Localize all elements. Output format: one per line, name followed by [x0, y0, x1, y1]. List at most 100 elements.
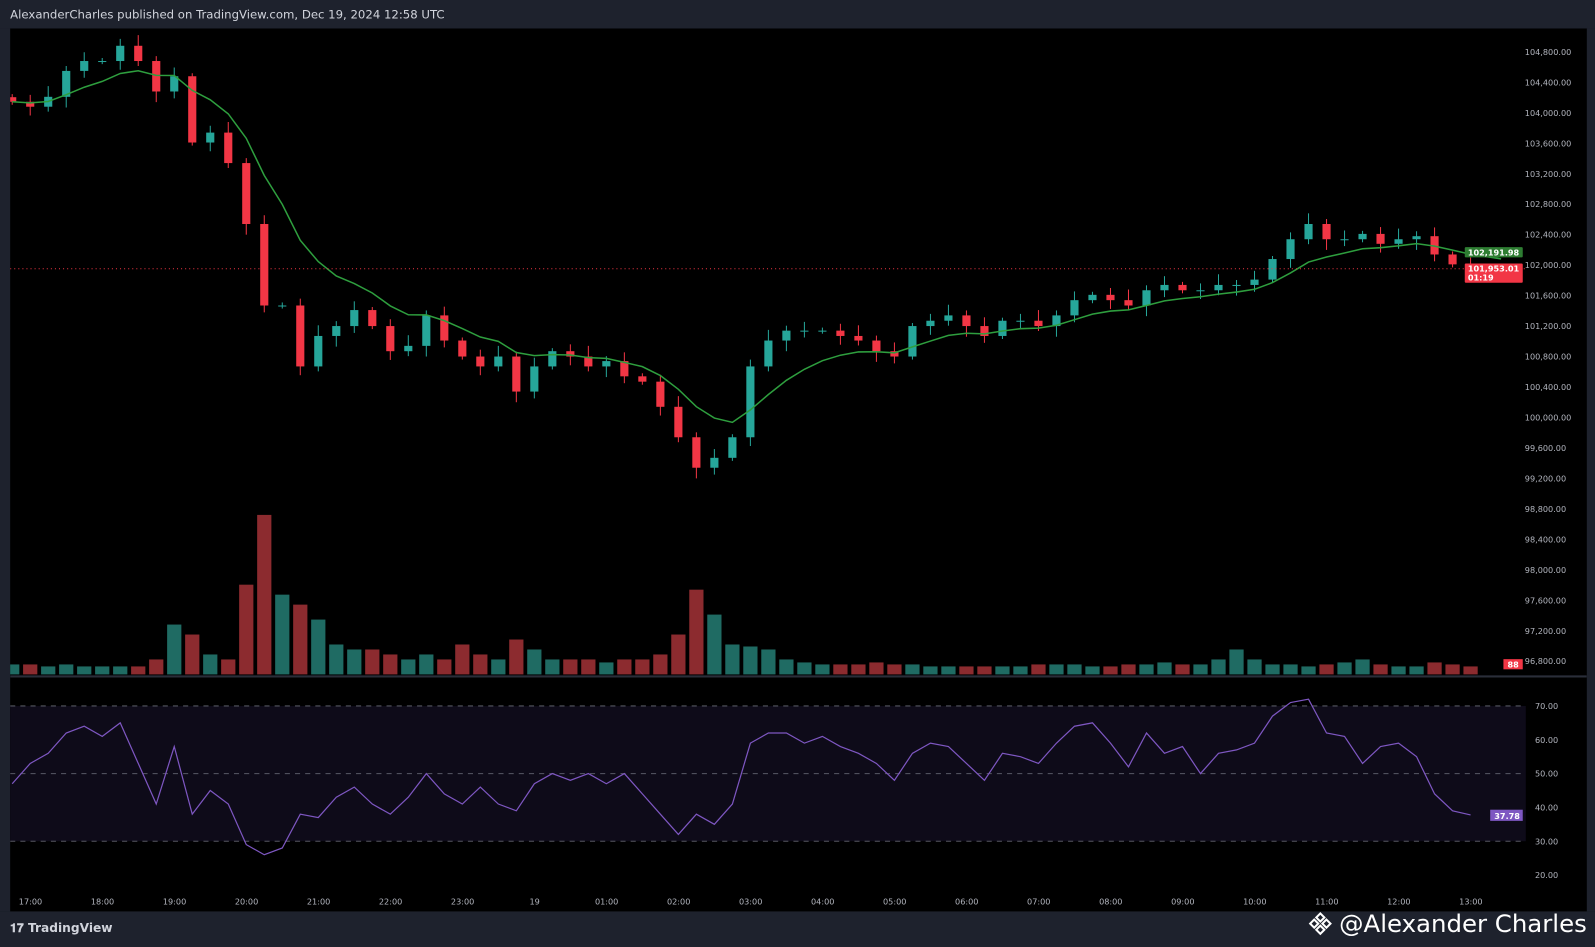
chart-canvas[interactable]: 104,800.00 104,400.00 104,000.00 103,600.00…	[10, 28, 1587, 911]
candle-body	[1052, 315, 1061, 327]
time-axis-label: 02:00	[667, 896, 690, 906]
candle-body	[872, 340, 881, 352]
time-axis-label: 07:00	[1027, 896, 1050, 906]
volume-bar	[41, 666, 56, 675]
volume-bar	[635, 659, 650, 675]
time-axis-label: 19:00	[163, 896, 186, 906]
time-axis-label: 05:00	[883, 896, 906, 906]
candle-body	[1088, 294, 1097, 301]
candle-body	[1394, 239, 1403, 244]
volume-bar	[545, 659, 560, 675]
volume-bar	[743, 646, 758, 675]
binance-diamond-icon	[1309, 912, 1333, 936]
volume-bar	[1445, 664, 1460, 675]
rsi-axis-label: 60.00	[1535, 735, 1558, 745]
volume-bar	[293, 604, 308, 675]
volume-bar	[527, 649, 542, 675]
volume-bar	[689, 589, 704, 675]
time-axis-label: 21:00	[307, 896, 330, 906]
volume-bar	[1301, 666, 1316, 675]
candle-body	[818, 330, 827, 332]
volume-bar	[185, 634, 200, 675]
tradingview-logo[interactable]: 𝟏𝟕 TradingView	[10, 921, 112, 936]
candle-body	[656, 381, 665, 407]
price-axis-label: 96,800.00	[1525, 656, 1566, 666]
volume-bar	[1067, 664, 1082, 675]
price-axis-label: 103,600.00	[1525, 138, 1572, 148]
volume-bar	[563, 659, 578, 675]
candle-body	[1340, 239, 1349, 241]
ma-value-badge	[1464, 247, 1523, 258]
chart-area[interactable]: 104,800.00 104,400.00 104,000.00 103,600.00…	[0, 28, 1595, 912]
candle-body	[1070, 300, 1079, 316]
volume-bar	[149, 659, 164, 675]
volume-bar	[1355, 659, 1370, 675]
candle-body	[638, 376, 647, 382]
volume-bar	[725, 644, 740, 675]
time-axis-label: 20:00	[235, 896, 258, 906]
candle-body	[116, 45, 125, 62]
volume-bar	[581, 659, 596, 675]
candle-body	[1232, 284, 1241, 286]
candle-body	[350, 310, 359, 327]
price-axis-label: 100,800.00	[1525, 352, 1572, 362]
volume-bar	[10, 664, 20, 675]
candle-body	[1412, 236, 1421, 240]
volume-bar	[239, 584, 254, 675]
tv-logo-icon: 𝟏𝟕	[10, 920, 29, 935]
candle-body	[908, 326, 917, 357]
volume-bar	[275, 594, 290, 675]
time-axis-label: 08:00	[1099, 896, 1122, 906]
candle-body	[476, 356, 485, 367]
candle-body	[584, 356, 593, 367]
candle-body	[1304, 224, 1313, 240]
volume-bar	[1121, 664, 1136, 675]
volume-bar	[131, 666, 146, 675]
candle-body	[764, 340, 773, 367]
candle-body	[422, 315, 431, 346]
candle-body	[296, 305, 305, 367]
price-axis-label: 101,200.00	[1525, 321, 1572, 331]
candle-body	[1106, 294, 1115, 301]
volume-bar	[1283, 664, 1298, 675]
price-axis-label: 104,000.00	[1525, 108, 1572, 118]
volume-bar	[671, 634, 686, 675]
last-price-badge-text: 101,953.01	[1468, 264, 1520, 274]
volume-bar	[1013, 666, 1028, 675]
candle-body	[674, 406, 683, 438]
candle-body	[494, 356, 503, 367]
volume-bar	[1319, 664, 1334, 675]
volume-bar	[815, 664, 830, 675]
candle-body	[1214, 284, 1223, 291]
tv-logo-text: TradingView	[28, 920, 113, 935]
author-name: @Alexander Charles	[1339, 909, 1587, 938]
volume-bar	[1409, 666, 1424, 675]
candle-body	[980, 326, 989, 336]
volume-bar	[1265, 664, 1280, 675]
candle-body	[944, 315, 953, 321]
candle-body	[314, 335, 323, 367]
volume-bar	[905, 664, 920, 675]
price-axis-label: 100,400.00	[1525, 382, 1572, 392]
volume-bar	[1049, 664, 1064, 675]
moving-average-line	[12, 69, 1502, 424]
volume-bar	[1391, 666, 1406, 675]
price-axis-label: 102,000.00	[1525, 260, 1572, 270]
rsi-value-badge-text: 37.78	[1494, 811, 1520, 821]
candle-body	[890, 351, 899, 357]
candle-body	[98, 61, 107, 63]
candle-body	[1160, 284, 1169, 291]
volume-bar	[473, 654, 488, 675]
price-axis-label: 102,800.00	[1525, 199, 1572, 209]
price-axis-label: 97,600.00	[1525, 595, 1566, 605]
time-axis-label: 06:00	[955, 896, 978, 906]
candle-body	[548, 351, 557, 367]
time-axis-label: 12:00	[1387, 896, 1410, 906]
candle-body	[242, 163, 251, 225]
time-axis-label: 10:00	[1243, 896, 1266, 906]
candle-body	[386, 326, 395, 352]
rsi-axis-label: 50.00	[1535, 769, 1558, 779]
candle-body	[368, 310, 377, 327]
volume-bar	[1085, 666, 1100, 675]
